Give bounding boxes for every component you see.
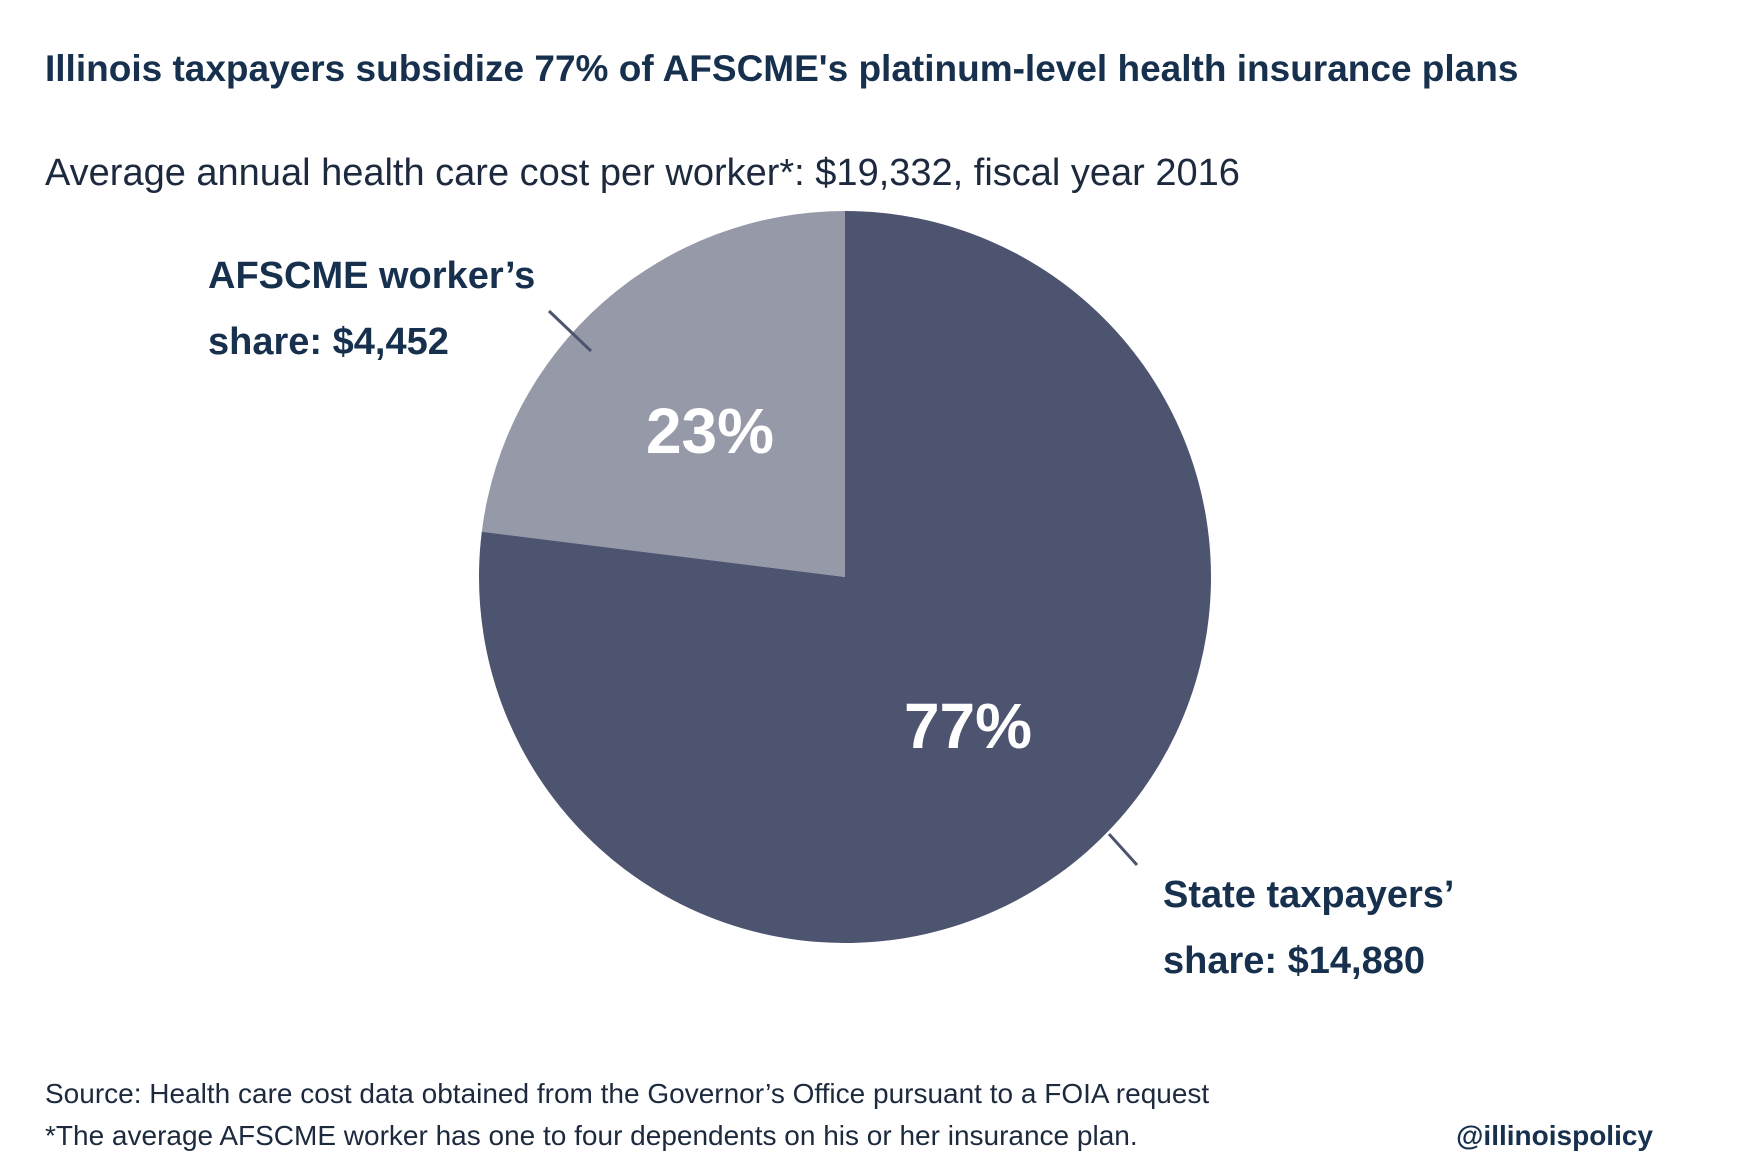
slice-label-worker-line1: AFSCME worker’s xyxy=(208,255,536,297)
percent-label-state: 77% xyxy=(904,690,1032,762)
slice-label-worker-line2: share: $4,452 xyxy=(208,321,449,363)
pie-slice-state-taxpayers xyxy=(479,211,1211,943)
social-handle: @illinoispolicy xyxy=(1456,1120,1653,1151)
chart-title: Illinois taxpayers subsidize 77% of AFSC… xyxy=(45,48,1519,89)
pie-slice-afscme-worker xyxy=(481,211,845,577)
slice-label-state: State taxpayers’ share: $14,880 xyxy=(1163,862,1455,994)
footnote: *The average AFSCME worker has one to fo… xyxy=(45,1120,1138,1151)
source-note: Source: Health care cost data obtained f… xyxy=(45,1078,1210,1109)
slice-label-state-line2: share: $14,880 xyxy=(1163,940,1425,982)
slice-label-state-line1: State taxpayers’ xyxy=(1163,874,1455,916)
leader-line-state xyxy=(1107,832,1139,867)
percent-label-worker: 23% xyxy=(646,395,774,467)
slice-label-worker: AFSCME worker’s share: $4,452 xyxy=(208,243,535,375)
leader-line-worker xyxy=(547,309,593,353)
chart-subtitle: Average annual health care cost per work… xyxy=(45,152,1240,194)
